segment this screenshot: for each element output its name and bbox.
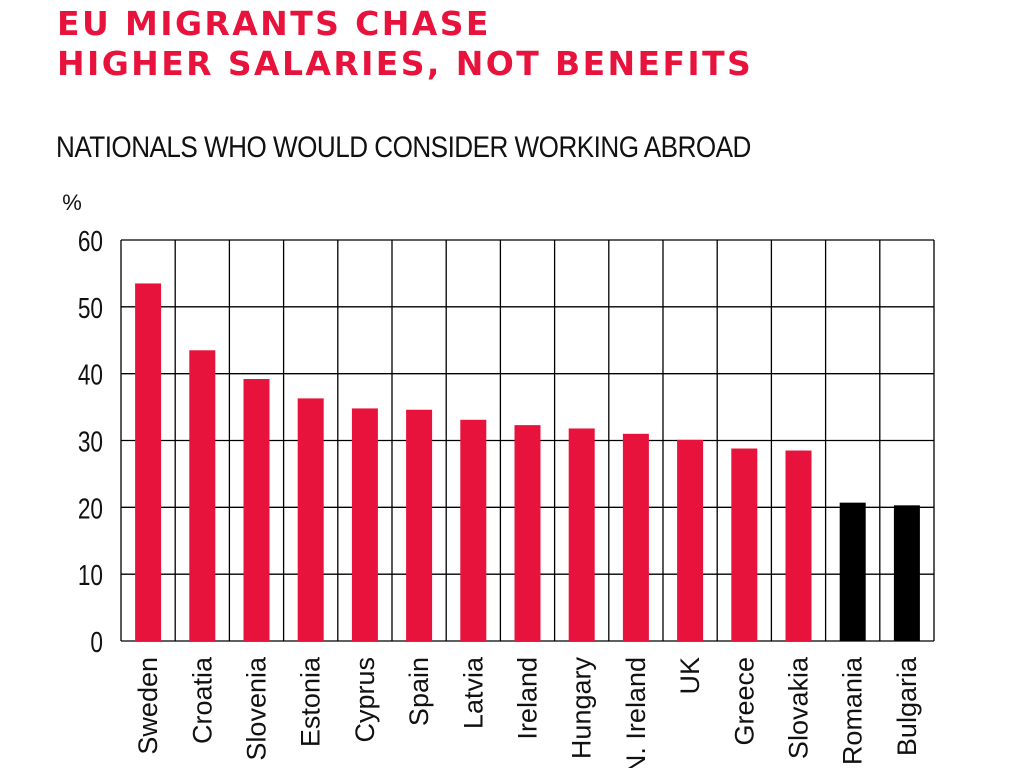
x-tick-label: Spain xyxy=(404,657,434,726)
bar-estonia xyxy=(297,398,324,641)
x-tick-label: Estonia xyxy=(296,656,326,747)
x-tick-label: Sweden xyxy=(133,657,163,755)
y-tick-label: 30 xyxy=(78,425,103,458)
headline-line-2: HIGHER SALARIES, NOT BENEFITS xyxy=(57,44,754,83)
x-tick-label: N. Ireland xyxy=(621,657,651,768)
x-tick-label: Ireland xyxy=(513,657,543,740)
y-tick-label: 20 xyxy=(78,492,103,525)
x-tick-label: Hungary xyxy=(567,657,597,760)
x-tick-label: Slovenia xyxy=(242,656,272,761)
bar-hungary xyxy=(568,428,595,641)
headline-line-1: EU MIGRANTS CHASE xyxy=(57,4,491,43)
x-tick-label: Cyprus xyxy=(350,657,380,743)
x-tick-label: UK xyxy=(675,657,705,695)
bar-cyprus xyxy=(351,408,378,641)
y-tick-label: 50 xyxy=(78,291,103,324)
bars xyxy=(135,283,920,641)
x-tick-label: Slovakia xyxy=(784,656,814,759)
y-tick-label: 60 xyxy=(78,224,103,257)
bar-slovakia xyxy=(785,450,812,641)
bar-ireland xyxy=(514,425,541,641)
x-tick-label: Bulgaria xyxy=(892,656,922,756)
bar-croatia xyxy=(189,350,216,641)
chart-title: NATIONALS WHO WOULD CONSIDER WORKING ABR… xyxy=(56,131,751,164)
x-tick-label: Croatia xyxy=(187,656,217,744)
y-tick-label: 40 xyxy=(78,358,103,391)
axes: 0 10 20 30 40 50 60 Sweden Croatia Slovenia Estoni… xyxy=(78,224,922,768)
bar-n-ireland xyxy=(622,433,649,641)
y-axis-unit-label: % xyxy=(62,190,82,215)
y-tick-label: 0 xyxy=(90,625,103,658)
bar-greece xyxy=(731,448,758,641)
x-tick-label: Latvia xyxy=(458,656,488,729)
bar-sweden xyxy=(135,283,162,641)
bar-bulgaria xyxy=(893,505,920,641)
bar-romania xyxy=(839,502,866,641)
x-tick-label: Romania xyxy=(838,656,868,765)
y-tick-label: 10 xyxy=(78,558,103,591)
headline: EU MIGRANTS CHASE HIGHER SALARIES, NOT B… xyxy=(57,4,753,84)
x-tick-label: Greece xyxy=(729,657,759,746)
bar-uk xyxy=(677,439,704,641)
bar-spain xyxy=(406,409,433,641)
bar-slovenia xyxy=(243,379,270,641)
bar-latvia xyxy=(460,419,487,641)
